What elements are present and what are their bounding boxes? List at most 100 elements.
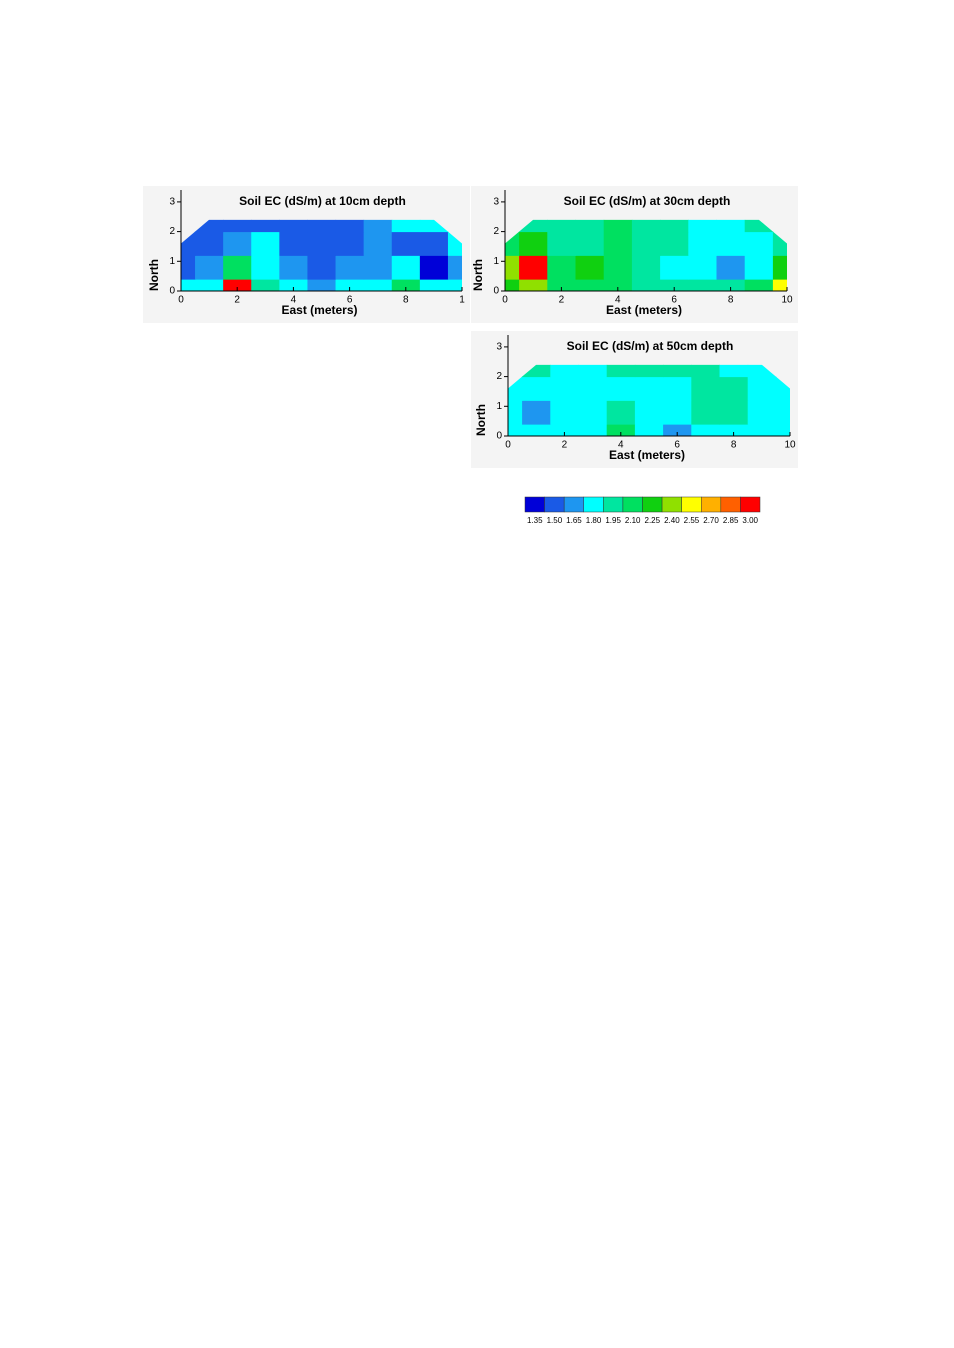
contour-cell xyxy=(631,231,661,256)
contour-cell xyxy=(363,255,393,280)
contour-cell xyxy=(307,255,337,280)
contour-cell xyxy=(335,231,365,256)
contour-cell xyxy=(744,279,774,291)
contour-cell xyxy=(195,255,224,280)
contour-cell xyxy=(744,255,774,280)
contour-cell xyxy=(688,219,717,233)
contour-cell xyxy=(744,231,774,256)
contour-cell xyxy=(550,376,579,401)
contour-cell xyxy=(606,364,636,378)
x-tick-label: 4 xyxy=(291,295,297,306)
contour-cell xyxy=(603,255,633,280)
contour-field xyxy=(181,219,462,291)
contour-cell xyxy=(691,364,720,378)
colorbar-swatch xyxy=(563,496,585,513)
contour-cell xyxy=(505,279,520,291)
contour-cell xyxy=(307,279,337,291)
contour-cell xyxy=(279,279,308,291)
y-tick-label: 3 xyxy=(493,197,499,208)
contour-cell xyxy=(578,424,608,436)
colorbar-label: 2.40 xyxy=(664,516,680,525)
contour-cell xyxy=(522,400,551,425)
colorbar-swatch xyxy=(701,496,722,513)
y-tick-label: 2 xyxy=(496,371,502,382)
contour-cell xyxy=(691,424,720,436)
y-axis-label: North xyxy=(471,259,485,291)
contour-cell xyxy=(547,219,576,233)
contour-cell xyxy=(634,376,664,401)
contour-cell xyxy=(578,376,608,401)
contour-cell xyxy=(547,279,576,291)
contour-cell xyxy=(335,279,365,291)
contour-cell xyxy=(519,255,548,280)
colorbar-label: 2.85 xyxy=(723,516,739,525)
contour-cell xyxy=(775,400,790,425)
colorbar-label: 2.55 xyxy=(684,516,700,525)
x-tick-label: 8 xyxy=(403,295,409,306)
contour-cell xyxy=(663,400,692,425)
x-tick-label: 6 xyxy=(671,295,677,306)
contour-cell xyxy=(335,219,365,233)
contour-cell xyxy=(663,424,692,436)
contour-cell xyxy=(547,255,576,280)
contour-cell xyxy=(575,219,605,233)
contour-cell xyxy=(578,400,608,425)
contour-cell xyxy=(195,279,224,291)
contour-cell xyxy=(634,364,664,378)
contour-cell xyxy=(606,424,636,436)
contour-cell xyxy=(307,219,337,233)
contour-cell xyxy=(578,364,608,378)
contour-cell xyxy=(522,424,551,436)
contour-cell xyxy=(603,231,633,256)
colorbar-label: 1.65 xyxy=(566,516,582,525)
contour-cell xyxy=(660,231,689,256)
x-tick-label: 2 xyxy=(562,440,568,451)
contour-cell xyxy=(505,255,520,280)
contour-cell xyxy=(603,219,633,233)
colorbar-swatch xyxy=(603,496,624,513)
x-axis-label: East (meters) xyxy=(609,448,685,462)
contour-cell xyxy=(719,364,749,378)
contour-cell xyxy=(391,255,421,280)
x-tick-label: 8 xyxy=(731,440,737,451)
contour-cell xyxy=(223,279,252,291)
contour-cell xyxy=(251,279,280,291)
x-tick-label: 0 xyxy=(502,295,508,306)
contour-cell xyxy=(391,279,421,291)
contour-cell xyxy=(223,219,252,233)
x-tick-label: 1 xyxy=(459,295,465,306)
contour-cell xyxy=(691,400,720,425)
contour-cell xyxy=(775,424,790,436)
colorbar-swatch xyxy=(681,496,702,513)
y-tick-label: 3 xyxy=(496,342,502,353)
contour-cell xyxy=(223,231,252,256)
y-tick-label: 1 xyxy=(496,401,502,412)
contour-field xyxy=(505,219,787,291)
contour-cell xyxy=(634,424,664,436)
contour-cell xyxy=(716,279,746,291)
x-tick-label: 2 xyxy=(559,295,565,306)
contour-cell xyxy=(606,376,636,401)
contour-cell xyxy=(279,255,308,280)
x-tick-label: 0 xyxy=(178,295,184,306)
contour-cell xyxy=(660,279,689,291)
x-axis-label: East (meters) xyxy=(281,303,357,317)
x-tick-label: 6 xyxy=(347,295,353,306)
x-tick-label: 10 xyxy=(781,295,793,306)
contour-cell xyxy=(691,376,720,401)
x-tick-label: 2 xyxy=(234,295,240,306)
contour-cell xyxy=(363,231,393,256)
contour-cell xyxy=(575,231,605,256)
contour-cell xyxy=(550,364,579,378)
contour-cell xyxy=(508,424,523,436)
colorbar-swatch xyxy=(642,496,663,513)
contour-cell xyxy=(575,279,605,291)
colorbar-label: 1.80 xyxy=(586,516,602,525)
contour-cell xyxy=(719,424,749,436)
contour-cell xyxy=(660,219,689,233)
contour-cell xyxy=(663,376,692,401)
y-tick-label: 1 xyxy=(493,256,499,267)
contour-cell xyxy=(391,219,421,233)
contour-cell xyxy=(719,376,749,401)
contour-cell xyxy=(419,255,449,280)
